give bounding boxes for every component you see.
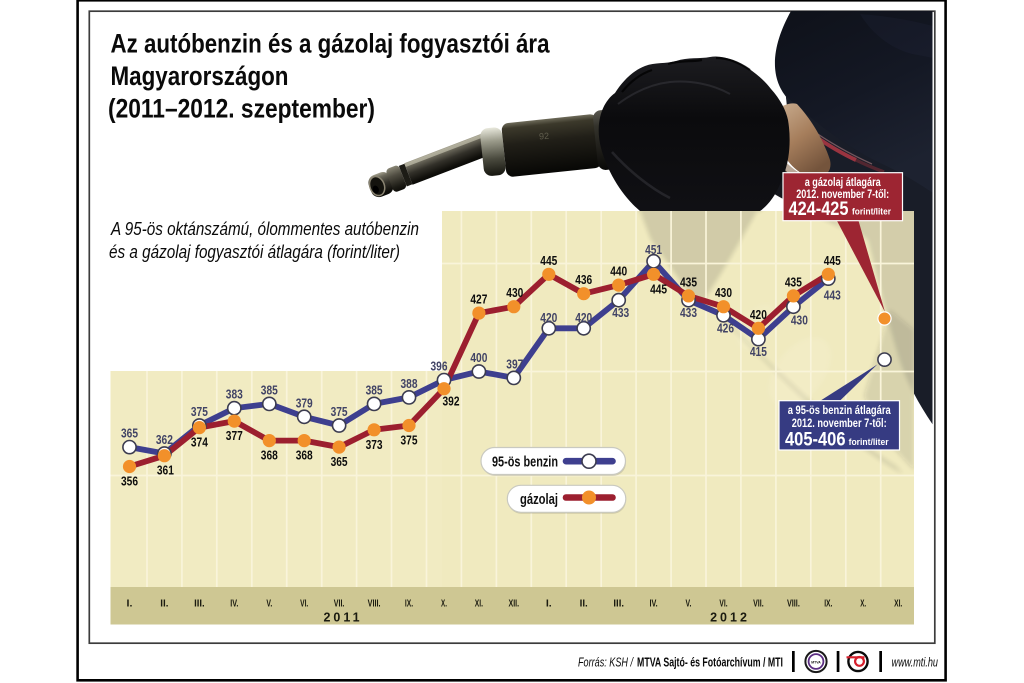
svg-text:II.: II.	[160, 598, 168, 610]
svg-text:XII.: XII.	[509, 598, 520, 610]
svg-text:2012. november 7-től:: 2012. november 7-től:	[796, 187, 889, 201]
svg-text:forint/liter: forint/liter	[849, 437, 889, 448]
svg-text:IX.: IX.	[824, 598, 832, 610]
svg-text:373: 373	[366, 437, 383, 452]
svg-text:430: 430	[715, 285, 732, 300]
svg-text:a gázolaj átlagára: a gázolaj átlagára	[805, 175, 881, 189]
svg-text:405-406: 405-406	[785, 430, 846, 451]
svg-text:Forrás: KSH /: Forrás: KSH /	[578, 655, 634, 670]
svg-text:420: 420	[540, 310, 557, 325]
svg-text:IX.: IX.	[405, 598, 413, 610]
svg-text:385: 385	[261, 382, 278, 397]
svg-text:375: 375	[401, 433, 418, 448]
svg-text:445: 445	[824, 253, 841, 268]
svg-text:III.: III.	[194, 598, 205, 610]
svg-text:445: 445	[650, 281, 667, 296]
svg-text:forint/liter: forint/liter	[852, 207, 891, 218]
svg-text:375: 375	[331, 404, 348, 419]
svg-text:2012. november 7-től:: 2012. november 7-től:	[792, 416, 887, 430]
svg-text:XI.: XI.	[894, 598, 902, 610]
svg-text:IV.: IV.	[650, 598, 658, 610]
svg-text:A 95-ös oktánszámú, ólommentes: A 95-ös oktánszámú, ólommentes autóbenzi…	[110, 219, 419, 239]
svg-text:2011: 2011	[323, 611, 362, 625]
svg-text:436: 436	[575, 272, 592, 287]
svg-text:2012: 2012	[710, 611, 750, 625]
svg-text:420: 420	[575, 310, 592, 325]
svg-text:368: 368	[296, 448, 313, 463]
svg-text:95-ös benzin: 95-ös benzin	[492, 454, 558, 471]
svg-text:415: 415	[750, 344, 767, 359]
svg-text:VII.: VII.	[753, 598, 764, 610]
svg-text:392: 392	[443, 394, 460, 409]
svg-text:MTVA: MTVA	[811, 660, 821, 664]
svg-text:379: 379	[296, 395, 313, 410]
svg-text:www.mti.hu: www.mti.hu	[892, 655, 939, 670]
svg-text:435: 435	[680, 274, 697, 289]
svg-text:(2011–2012. szeptember): (2011–2012. szeptember)	[108, 94, 375, 124]
svg-text:365: 365	[331, 454, 348, 469]
svg-text:365: 365	[121, 426, 138, 441]
svg-text:451: 451	[645, 242, 662, 257]
svg-text:V.: V.	[686, 598, 692, 610]
svg-text:362: 362	[156, 432, 173, 447]
svg-text:388: 388	[401, 376, 418, 391]
svg-text:I.: I.	[546, 598, 552, 610]
svg-text:374: 374	[191, 435, 209, 450]
svg-text:X.: X.	[860, 598, 866, 610]
svg-text:430: 430	[791, 313, 808, 328]
svg-text:I.: I.	[127, 598, 133, 610]
svg-text:III.: III.	[613, 598, 624, 610]
svg-text:V.: V.	[266, 598, 272, 610]
svg-text:426: 426	[717, 320, 734, 335]
svg-text:375: 375	[191, 404, 208, 419]
svg-text:430: 430	[506, 285, 523, 300]
svg-text:420: 420	[750, 307, 767, 322]
svg-text:VIII.: VIII.	[368, 598, 381, 610]
svg-text:92: 92	[539, 131, 550, 142]
svg-text:IV.: IV.	[230, 598, 238, 610]
svg-text:VIII.: VIII.	[787, 598, 800, 610]
svg-text:397: 397	[506, 356, 523, 371]
svg-text:383: 383	[226, 387, 243, 402]
svg-text:433: 433	[612, 305, 629, 320]
svg-text:361: 361	[157, 463, 174, 478]
svg-text:443: 443	[824, 288, 841, 303]
svg-text:377: 377	[226, 428, 243, 443]
svg-text:a 95-ös benzin átlagára: a 95-ös benzin átlagára	[788, 403, 891, 417]
svg-text:XI.: XI.	[475, 598, 483, 610]
svg-text:VI.: VI.	[300, 598, 308, 610]
svg-text:400: 400	[470, 350, 487, 365]
svg-text:Az autóbenzin és a gázolaj fog: Az autóbenzin és a gázolaj fogyasztói ár…	[111, 29, 551, 59]
svg-text:424-425: 424-425	[789, 199, 849, 220]
svg-text:396: 396	[431, 359, 448, 374]
svg-text:433: 433	[680, 305, 697, 320]
svg-text:II.: II.	[580, 598, 588, 610]
svg-text:és a gázolaj fogyasztói átlagá: és a gázolaj fogyasztói átlagára (forint…	[109, 242, 400, 262]
svg-text:MTVA Sajtó- és Fotóarchívum /: MTVA Sajtó- és Fotóarchívum / MTI	[637, 655, 783, 670]
svg-text:440: 440	[610, 264, 627, 279]
svg-text:Magyarországon: Magyarországon	[111, 61, 289, 91]
svg-text:427: 427	[470, 292, 487, 307]
svg-text:435: 435	[785, 274, 802, 289]
svg-text:VII.: VII.	[334, 598, 345, 610]
svg-text:X.: X.	[441, 598, 447, 610]
svg-text:gázolaj: gázolaj	[520, 491, 558, 508]
svg-text:385: 385	[366, 382, 383, 397]
svg-text:368: 368	[261, 448, 278, 463]
svg-text:356: 356	[121, 474, 138, 489]
svg-text:445: 445	[540, 253, 557, 268]
svg-text:VI.: VI.	[719, 598, 727, 610]
